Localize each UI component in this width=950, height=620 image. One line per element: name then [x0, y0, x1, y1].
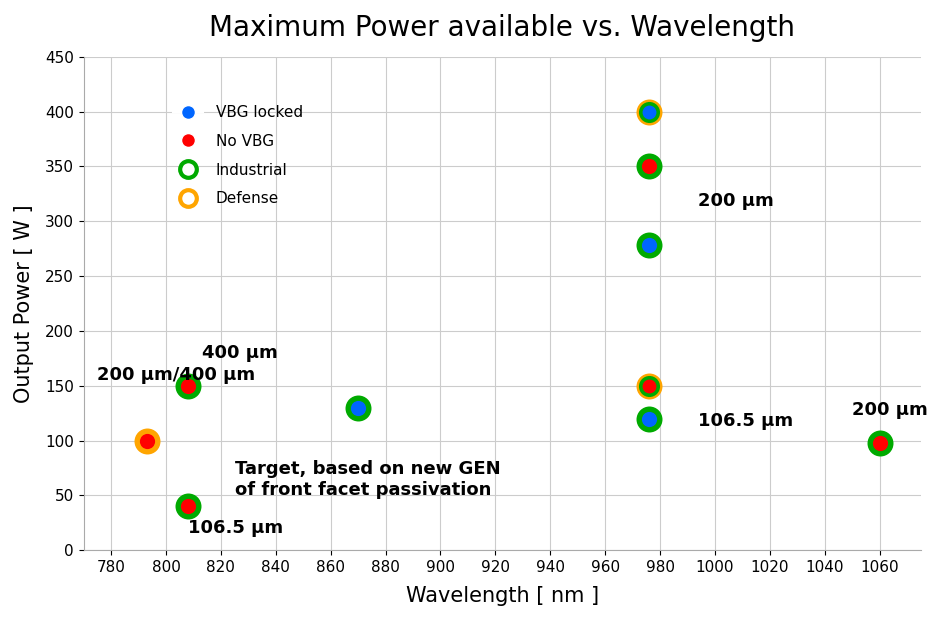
Point — [641, 107, 656, 117]
Point — [180, 381, 196, 391]
Text: 400 μm: 400 μm — [201, 343, 277, 361]
Point — [641, 414, 656, 423]
Text: Target, based on new GEN
of front facet passivation: Target, based on new GEN of front facet … — [235, 460, 501, 499]
Text: 200 μm/400 μm: 200 μm/400 μm — [98, 366, 256, 384]
Point — [140, 436, 155, 446]
Point — [351, 403, 366, 413]
Point — [641, 161, 656, 171]
Point — [180, 502, 196, 512]
Point — [641, 381, 656, 391]
Point — [641, 381, 656, 391]
Text: 200 μm: 200 μm — [698, 192, 774, 210]
Point — [180, 381, 196, 391]
Point — [351, 403, 366, 413]
Point — [872, 438, 887, 448]
X-axis label: Wavelength [ nm ]: Wavelength [ nm ] — [406, 586, 598, 606]
Point — [641, 107, 656, 117]
Point — [641, 241, 656, 250]
Point — [641, 161, 656, 171]
Point — [180, 502, 196, 512]
Point — [641, 381, 656, 391]
Point — [641, 414, 656, 423]
Title: Maximum Power available vs. Wavelength: Maximum Power available vs. Wavelength — [209, 14, 795, 42]
Point — [140, 436, 155, 446]
Text: 106.5 μm: 106.5 μm — [188, 519, 283, 537]
Point — [641, 107, 656, 117]
Text: 200 μm: 200 μm — [852, 401, 928, 419]
Point — [872, 438, 887, 448]
Legend: VBG locked, No VBG, Industrial, Defense: VBG locked, No VBG, Industrial, Defense — [166, 99, 309, 213]
Point — [641, 241, 656, 250]
Y-axis label: Output Power [ W ]: Output Power [ W ] — [14, 204, 34, 403]
Text: 106.5 μm: 106.5 μm — [698, 412, 793, 430]
